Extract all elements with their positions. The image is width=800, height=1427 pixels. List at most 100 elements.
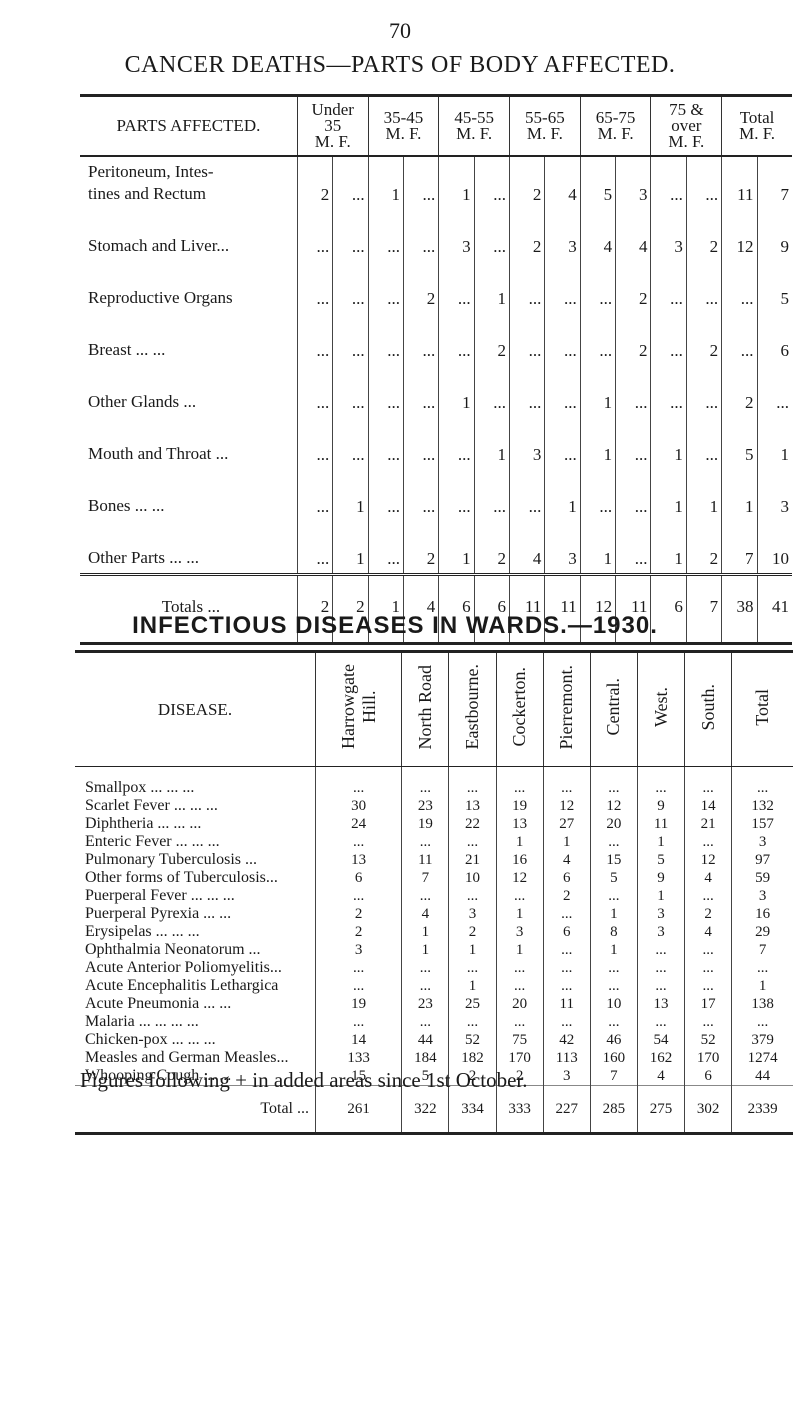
row-label: Whooping Cough ... ... (85, 1067, 232, 1084)
cell: 23 (401, 995, 449, 1013)
cell: 2 (296, 573, 333, 644)
cell: 6 (650, 573, 687, 644)
cell: 30 (314, 797, 402, 815)
cell: 2 (685, 521, 722, 575)
cell: ... (579, 469, 616, 521)
header-cell: Total (731, 651, 793, 767)
cell: ... (448, 766, 497, 797)
cell: 3 (542, 1067, 591, 1086)
cell: ... (402, 469, 439, 521)
cell: ... (314, 766, 402, 797)
row-label: Measles and German Measles... (85, 1049, 289, 1066)
cell: 1 (579, 417, 616, 469)
cell: 11 (401, 851, 449, 869)
cell: 1 (367, 573, 404, 644)
cell: 2 (684, 905, 732, 923)
cell: 227 (542, 1085, 591, 1134)
cell: 1 (650, 469, 687, 521)
row-label: Scarlet Fever ... ... ... (85, 797, 218, 814)
cell: 182 (448, 1049, 497, 1067)
table-row: Stomach and Liver............... 3... 2 3 4 4… (80, 209, 792, 261)
cell: 44 (401, 1031, 449, 1049)
sex-label: M. F. (739, 124, 776, 143)
cell: 13 (636, 995, 685, 1013)
ward-name: Total (752, 688, 773, 726)
cell: 5 (756, 261, 792, 313)
header-cell: DISEASE. (75, 651, 316, 767)
cell: 7 (401, 869, 449, 887)
cell: 1 (579, 365, 616, 417)
cell: ... (401, 833, 449, 851)
cell: 14 (314, 1031, 402, 1049)
cell: ... (402, 156, 439, 209)
header-cell: 55-65 M. F. (509, 95, 581, 157)
cell: ... (636, 766, 685, 797)
cell: 170 (684, 1049, 732, 1067)
cell: ... (495, 887, 544, 905)
header-cell: North Road (401, 651, 449, 767)
header-cell: Harrowgate Hill. (314, 651, 402, 767)
cell: 29 (731, 923, 793, 941)
cell: 14 (684, 797, 732, 815)
row-label: Stomach and Liver... (88, 236, 230, 255)
cell: ... (314, 1013, 402, 1031)
table-row: Peritoneum, Intes- tines and Rectum 2... 1… (80, 156, 792, 209)
age-group: 55-65 (525, 108, 565, 127)
cell: 2 (542, 887, 591, 905)
cell: ... (731, 959, 793, 977)
table-row: Whooping Cough ... ... 15 5 2 2 3 7 4 6 44 (75, 1067, 793, 1086)
cell: 2339 (731, 1085, 793, 1134)
cell: ... (367, 469, 404, 521)
cell: ... (314, 833, 402, 851)
header-cell: 45-55 M. F. (438, 95, 510, 157)
cell: ... (509, 365, 545, 417)
cell: ... (296, 365, 333, 417)
cell: ... (448, 833, 497, 851)
cell: 3 (756, 469, 792, 521)
cell: ... (509, 469, 545, 521)
cell: ... (615, 417, 651, 469)
cell: 4 (684, 869, 732, 887)
cell: 11 (509, 573, 545, 644)
row-label: Other Glands ... (88, 392, 197, 411)
row-label: Erysipelas ... ... ... (85, 923, 200, 940)
cell: 10 (448, 869, 497, 887)
cell: ... (589, 887, 638, 905)
ward-name: Harrowgate Hill. (337, 664, 379, 750)
cell: 75 (495, 1031, 544, 1049)
cell: 1 (448, 941, 497, 959)
ward-name: North Road (414, 664, 435, 750)
cell: 19 (495, 797, 544, 815)
cell: ... (731, 766, 793, 797)
cell: ... (438, 469, 475, 521)
cell: 160 (589, 1049, 638, 1067)
cell: 170 (495, 1049, 544, 1067)
cell: 9 (636, 797, 685, 815)
table-row: Total ... 261 322 334 333 227 285 275 302 2339 (75, 1085, 793, 1134)
cell: 11 (615, 573, 651, 644)
header-cell: Under 35 M. F. (296, 95, 369, 157)
cell: 1 (495, 905, 544, 923)
cell: ... (636, 959, 685, 977)
header-cell: 65-75 M. F. (579, 95, 651, 157)
cell: 2 (685, 209, 722, 261)
table-row: Bones ... ...... 1............... 1...... 1… (80, 469, 792, 521)
cell: 13 (448, 797, 497, 815)
cell: ... (438, 417, 475, 469)
table-row: Mouth and Throat .................. 1 3...… (80, 417, 792, 469)
cell: 4 (542, 851, 591, 869)
cell: ... (473, 156, 510, 209)
cell: 59 (731, 869, 793, 887)
cell: 2 (448, 1067, 497, 1086)
cell: ... (542, 959, 591, 977)
cell: ... (367, 365, 404, 417)
header-cell: Eastbourne. (448, 651, 497, 767)
cell: ... (721, 261, 758, 313)
table-row: Chicken-pox ... ... ... 14 44 52 75 42 46 54 52 3… (75, 1031, 793, 1049)
cell: 3 (448, 905, 497, 923)
table-row: Acute Encephalitis Lethargica...... 1....… (75, 977, 793, 995)
cell: ... (509, 313, 545, 365)
cell: ... (721, 313, 758, 365)
cell: 52 (684, 1031, 732, 1049)
cell: 1 (636, 833, 685, 851)
